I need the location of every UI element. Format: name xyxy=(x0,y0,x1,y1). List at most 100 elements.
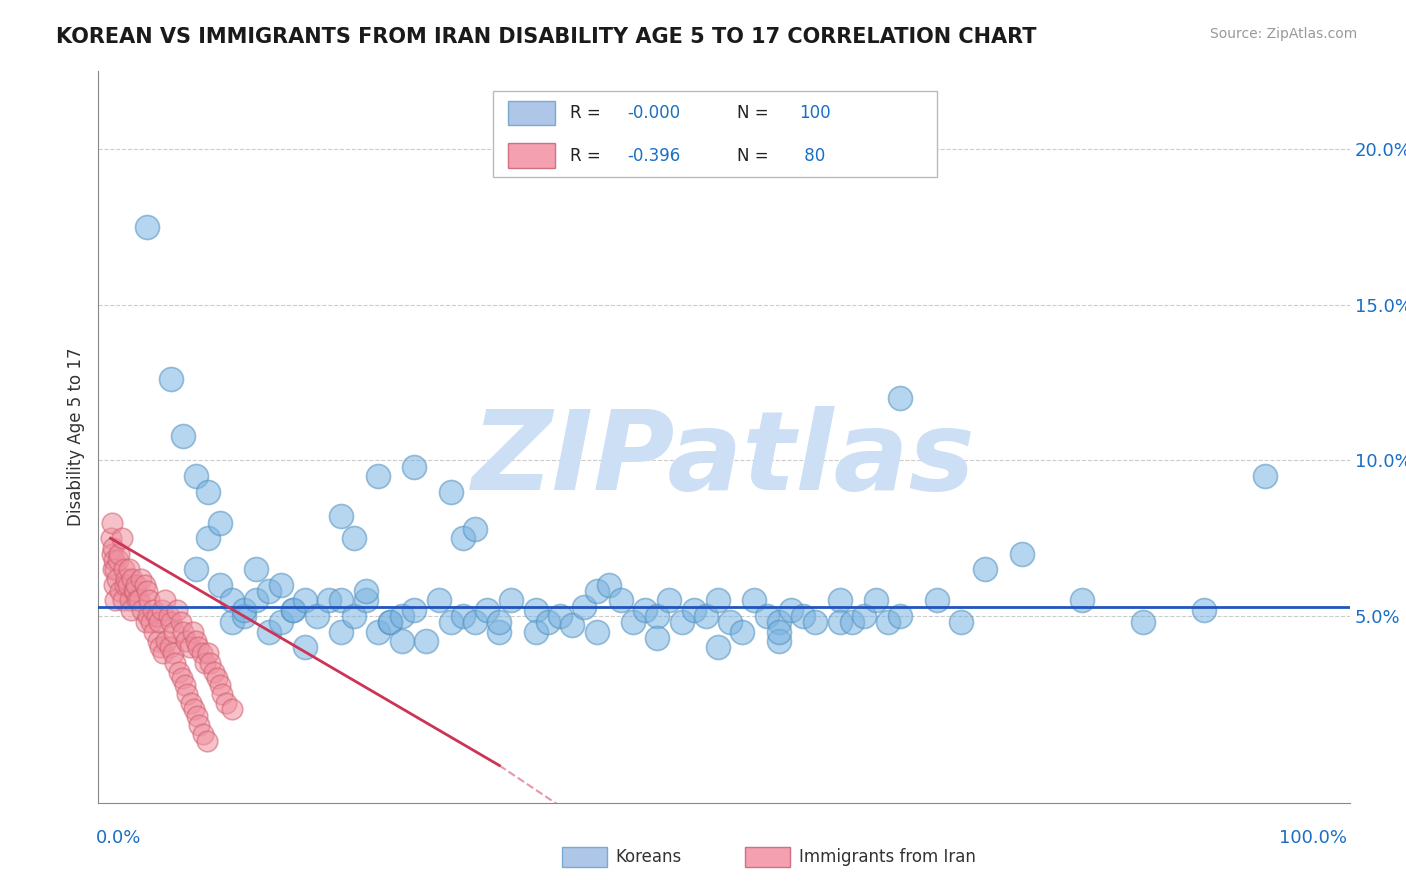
FancyBboxPatch shape xyxy=(508,143,555,168)
Point xyxy=(221,702,243,716)
Point xyxy=(1071,593,1094,607)
Point xyxy=(768,634,790,648)
Point xyxy=(187,640,209,655)
Point xyxy=(877,615,900,630)
Point xyxy=(104,562,127,576)
Point xyxy=(211,687,233,701)
Point xyxy=(166,603,188,617)
Point xyxy=(181,624,204,639)
Point xyxy=(221,593,243,607)
Point xyxy=(415,634,437,648)
Point xyxy=(184,562,207,576)
Point xyxy=(160,372,183,386)
Point xyxy=(136,584,159,599)
Point xyxy=(367,624,389,639)
Point xyxy=(974,562,997,576)
Text: 100.0%: 100.0% xyxy=(1279,829,1347,847)
Text: -0.000: -0.000 xyxy=(627,103,681,121)
Text: KOREAN VS IMMIGRANTS FROM IRAN DISABILITY AGE 5 TO 17 CORRELATION CHART: KOREAN VS IMMIGRANTS FROM IRAN DISABILIT… xyxy=(56,27,1036,46)
Point xyxy=(160,615,183,630)
Point xyxy=(162,647,184,661)
Point xyxy=(330,624,353,639)
Point xyxy=(197,484,219,499)
Point xyxy=(233,609,256,624)
Point xyxy=(367,469,389,483)
Point xyxy=(139,615,162,630)
Point xyxy=(120,603,142,617)
Point xyxy=(115,572,138,586)
Point xyxy=(167,665,190,679)
Point xyxy=(149,640,172,655)
Point xyxy=(172,671,194,685)
Point xyxy=(1254,469,1277,483)
Point xyxy=(215,696,238,710)
Text: Immigrants from Iran: Immigrants from Iran xyxy=(799,848,976,866)
Point xyxy=(281,603,304,617)
Point xyxy=(354,584,377,599)
Point xyxy=(112,562,135,576)
Point xyxy=(131,603,153,617)
Point xyxy=(221,615,243,630)
Point xyxy=(179,640,201,655)
Point xyxy=(342,531,364,545)
Point xyxy=(707,593,730,607)
Point xyxy=(173,677,195,691)
Point xyxy=(198,656,221,670)
Point xyxy=(270,615,292,630)
Point xyxy=(548,609,571,624)
Point xyxy=(477,603,499,617)
Point xyxy=(194,656,217,670)
Point xyxy=(257,624,280,639)
Text: ZIPatlas: ZIPatlas xyxy=(472,406,976,513)
Point xyxy=(114,578,136,592)
Point xyxy=(110,531,132,545)
Point xyxy=(561,618,583,632)
Point xyxy=(208,578,231,592)
Text: 100: 100 xyxy=(799,103,831,121)
Point xyxy=(155,593,177,607)
Point xyxy=(645,631,668,645)
Point xyxy=(163,624,186,639)
Point xyxy=(117,578,139,592)
Point xyxy=(378,615,401,630)
Point xyxy=(307,609,329,624)
Point xyxy=(184,634,207,648)
Point xyxy=(634,603,657,617)
Point xyxy=(195,733,218,747)
Text: R =: R = xyxy=(571,147,612,165)
Point xyxy=(270,578,292,592)
Point xyxy=(440,615,463,630)
Text: -0.396: -0.396 xyxy=(627,147,681,165)
Point xyxy=(404,459,426,474)
Point xyxy=(318,593,340,607)
Point xyxy=(103,578,125,592)
Point xyxy=(537,615,560,630)
Point xyxy=(731,624,754,639)
Point xyxy=(391,609,413,624)
Point xyxy=(780,603,803,617)
Point xyxy=(197,647,219,661)
Point xyxy=(101,541,124,555)
Point xyxy=(342,609,364,624)
Point xyxy=(110,584,132,599)
Point xyxy=(585,624,607,639)
Point xyxy=(134,578,156,592)
Point xyxy=(145,609,167,624)
Point xyxy=(828,615,851,630)
Point xyxy=(127,593,149,607)
Point xyxy=(645,609,668,624)
Text: Source: ZipAtlas.com: Source: ZipAtlas.com xyxy=(1209,27,1357,41)
Point xyxy=(104,593,127,607)
Point xyxy=(121,572,143,586)
Point xyxy=(101,547,124,561)
Point xyxy=(281,603,304,617)
Point xyxy=(501,593,523,607)
Point xyxy=(108,547,131,561)
Point xyxy=(180,696,202,710)
Point xyxy=(889,609,911,624)
Point xyxy=(174,634,197,648)
Point xyxy=(202,665,225,679)
Point xyxy=(157,609,180,624)
Point xyxy=(233,603,256,617)
Point xyxy=(146,634,169,648)
